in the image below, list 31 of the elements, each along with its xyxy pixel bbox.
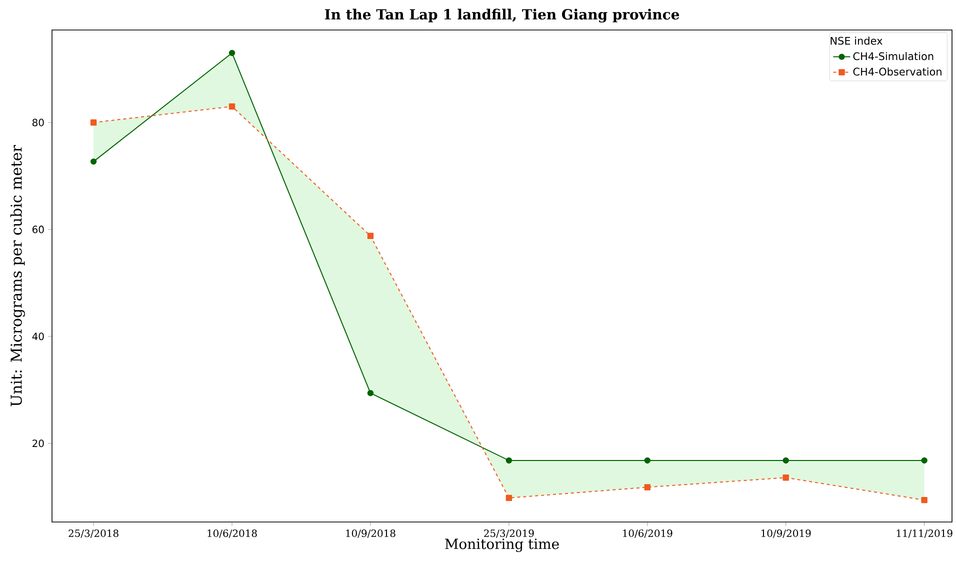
y-axis-title: Unit: Micrograms per cubic meter [10, 145, 25, 406]
point [228, 50, 236, 56]
point [90, 158, 97, 165]
point [921, 457, 928, 464]
y-tick-label: 40 [32, 332, 44, 340]
y-tick-label: 60 [32, 226, 44, 234]
legend-title: NSE index [830, 36, 882, 45]
legend-label: CH4-Observation [853, 68, 942, 76]
point [367, 232, 374, 239]
y-tick-label: 20 [32, 440, 44, 448]
chart-title: In the Tan Lap 1 landfill, Tien Giang province [324, 8, 680, 22]
x-tick-label: 10/6/2018 [208, 529, 257, 538]
point [644, 457, 650, 464]
point [506, 457, 512, 464]
x-axis-title: Monitoring time [445, 538, 559, 552]
point [90, 119, 97, 126]
x-tick-label: 10/9/2018 [346, 529, 396, 538]
point [228, 103, 236, 110]
point [782, 457, 789, 464]
legend-label: CH4-Simulation [853, 52, 934, 60]
point [644, 484, 650, 490]
y-tick-label: 80 [32, 118, 44, 126]
x-tick-label: 25/3/2019 [484, 529, 534, 538]
point [921, 496, 928, 504]
x-tick-label: 11/11/2019 [896, 529, 952, 538]
x-tick-label: 25/3/2018 [68, 529, 118, 538]
x-tick-label: 10/9/2019 [762, 529, 811, 538]
x-tick-label: 10/6/2019 [623, 529, 672, 538]
point [367, 390, 374, 396]
point [506, 494, 512, 502]
point [782, 474, 789, 481]
